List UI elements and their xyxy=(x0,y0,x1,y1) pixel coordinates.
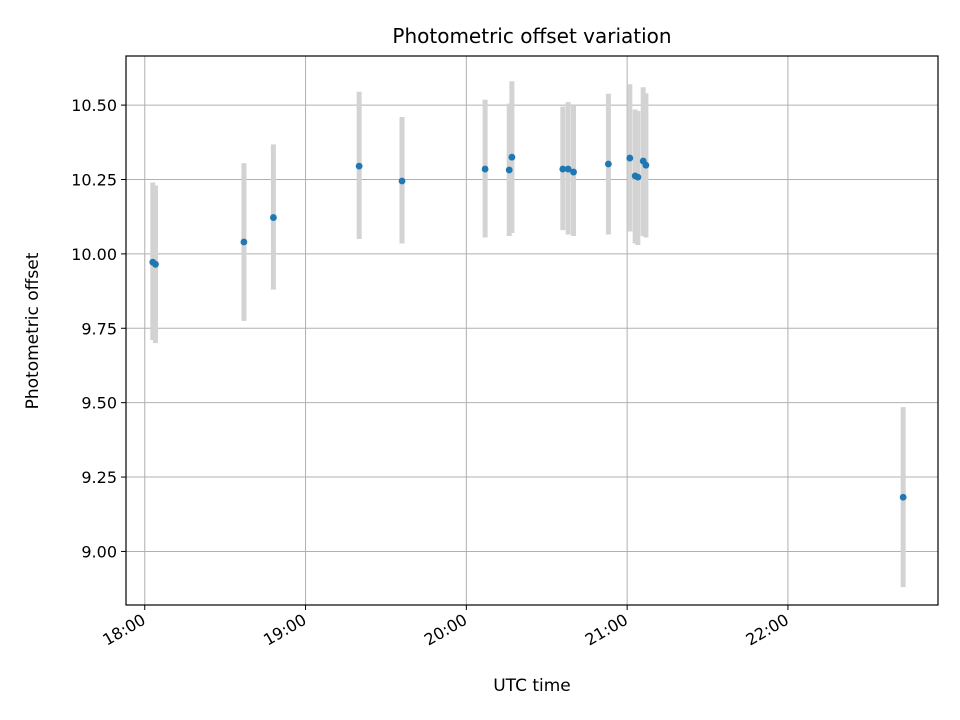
data-point xyxy=(604,160,612,168)
data-point xyxy=(559,165,567,173)
y-tick-label: 9.00 xyxy=(81,542,117,561)
data-point xyxy=(398,177,406,185)
y-tick-label: 10.25 xyxy=(71,170,117,189)
data-points xyxy=(149,153,907,501)
data-point xyxy=(152,260,159,268)
x-axis-label: UTC time xyxy=(493,676,571,696)
data-point xyxy=(240,238,248,246)
data-point xyxy=(626,154,634,162)
data-point xyxy=(899,493,907,501)
grid xyxy=(126,56,938,605)
data-point xyxy=(481,165,489,173)
y-tick-label: 10.50 xyxy=(71,96,117,115)
y-axis-ticks: 9.00 9.25 9.50 9.75 10.00 10.25 10.50 xyxy=(71,96,126,561)
y-tick-label: 9.25 xyxy=(81,468,117,487)
data-point xyxy=(570,168,577,176)
data-point xyxy=(564,165,572,173)
y-tick-label: 9.75 xyxy=(81,319,117,338)
data-point xyxy=(269,214,277,221)
data-point xyxy=(508,153,516,161)
plot-frame xyxy=(125,55,939,606)
chart-title: Photometric offset variation xyxy=(392,24,671,48)
y-tick-label: 10.00 xyxy=(71,245,117,264)
data-point xyxy=(355,162,363,170)
data-point xyxy=(642,161,650,169)
y-axis-label: Photometric offset xyxy=(23,252,43,409)
data-point xyxy=(505,166,513,174)
y-tick-label: 9.50 xyxy=(81,394,117,413)
data-point xyxy=(634,173,642,181)
